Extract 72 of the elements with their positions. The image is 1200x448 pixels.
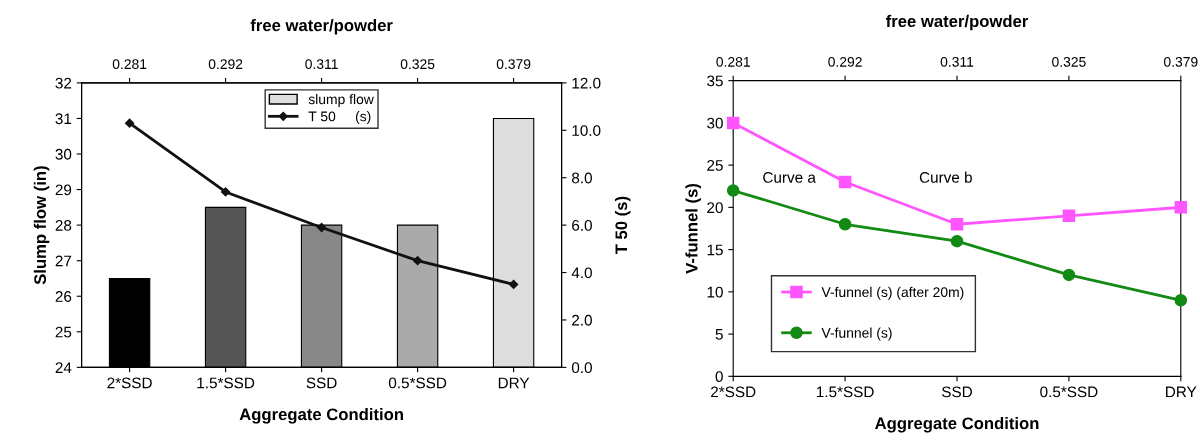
legend-label: T 50 (s) [308, 111, 371, 125]
y2-tick-label: 4.0 [571, 267, 592, 279]
y-tick-label: 26 [55, 291, 72, 302]
point [1174, 201, 1188, 214]
x-tick-label: 1.5*SSD [816, 386, 874, 398]
legend-label: V-funnel (s) [821, 327, 892, 341]
point [838, 175, 852, 189]
y2-axis-title: T 50 (s) [614, 196, 631, 255]
y-tick-label: 20 [707, 202, 723, 214]
y-axis-title: V-funnel (s) [685, 183, 701, 274]
x-tick-label: 2*SSD [711, 386, 756, 398]
y-tick-label: 5 [715, 329, 723, 340]
y2-tick-label: 2.0 [572, 314, 592, 326]
text: 0.311 [305, 59, 338, 70]
x-axis-title: Aggregate Condition [239, 407, 403, 424]
point [412, 256, 423, 266]
point [950, 218, 964, 231]
text: 0.281 [716, 56, 750, 67]
y2-tick-label: 12.0 [572, 77, 601, 89]
point [124, 118, 135, 128]
x-tick-label: 1.5*SSD [197, 377, 255, 389]
x-tick-label: DRY [1166, 386, 1197, 398]
y-tick-label: 28 [55, 219, 72, 231]
y-tick-label: 25 [707, 159, 723, 171]
point [950, 234, 964, 248]
y-tick-label: 35 [707, 75, 723, 87]
point [508, 279, 519, 290]
y-tick-label: 30 [55, 148, 72, 160]
y2-tick-label: 0.0 [571, 362, 592, 374]
point [838, 218, 852, 231]
point [1062, 209, 1076, 223]
text: 0.311 [940, 56, 974, 67]
y-tick-label: 27 [55, 255, 72, 267]
text: 0.292 [208, 59, 243, 70]
y2-tick-label: 6.0 [572, 219, 592, 231]
y2-tick-label: 8.0 [571, 172, 592, 184]
point [1174, 294, 1188, 307]
x-tick-label: 0.5*SSD [388, 377, 447, 389]
y-tick-label: 30 [707, 117, 723, 129]
point [726, 116, 740, 130]
legend-label: slump flow [308, 93, 374, 107]
text: 0.281 [112, 59, 147, 70]
x-tick-label: SSD [941, 386, 972, 398]
y-axis-title: Slump flow (in) [33, 166, 50, 285]
y-tick-label: 10 [707, 286, 723, 298]
text: 0.325 [1052, 56, 1086, 67]
y-tick-label: 0 [715, 371, 723, 383]
y2-tick-label: 10.0 [572, 125, 601, 136]
y-tick-label: 25 [55, 326, 72, 338]
x2-axis-title: free water/powder [250, 18, 393, 35]
annotation: Curve a [763, 171, 816, 183]
x-axis-title: Aggregate Condition [875, 416, 1039, 433]
text: 0.379 [496, 59, 531, 70]
point [726, 184, 740, 197]
annotation: Curve b [919, 171, 972, 183]
y-tick-label: 32 [55, 77, 72, 89]
text: 0.292 [828, 56, 862, 67]
x2-axis-title: free water/powder [885, 14, 1029, 31]
text: 0.379 [1163, 56, 1198, 67]
legend-label: V-funnel (s) (after 20m) [821, 286, 964, 300]
x-tick-label: 2*SSD [107, 377, 152, 389]
x-tick-label: SSD [306, 377, 337, 389]
y-tick-label: 29 [55, 184, 72, 196]
y-tick-label: 31 [55, 113, 72, 125]
y-tick-label: 15 [707, 244, 723, 256]
point [220, 187, 231, 197]
x-tick-label: 0.5*SSD [1040, 386, 1098, 398]
text: 0.325 [400, 59, 435, 70]
point [316, 222, 327, 233]
point [1062, 268, 1076, 282]
x-tick-label: DRY [498, 377, 530, 389]
y-tick-label: 24 [55, 362, 72, 373]
